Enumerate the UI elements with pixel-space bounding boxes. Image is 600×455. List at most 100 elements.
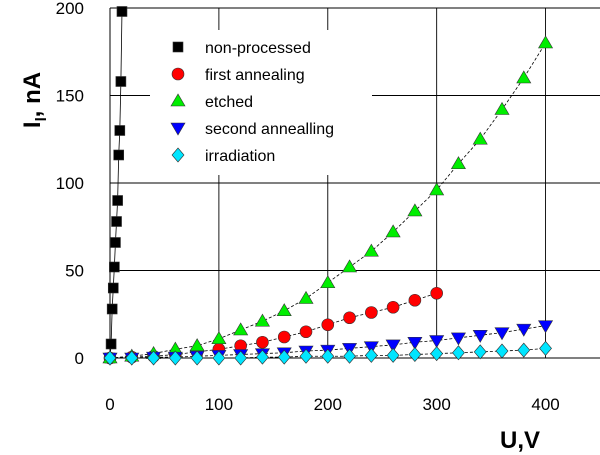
data-point-non-processed: [112, 195, 123, 206]
y-tick-label: 50: [65, 262, 84, 281]
data-point-irradiation: [103, 350, 117, 366]
legend-marker-non-processed: [172, 41, 184, 53]
data-point-irradiation: [343, 348, 356, 364]
data-point-second-annealling: [538, 320, 554, 334]
data-point-etched: [429, 182, 445, 196]
svg-text:Il, nA: Il, nA: [19, 72, 50, 128]
data-point-irradiation: [517, 342, 531, 358]
data-point-first-annealing: [321, 318, 335, 332]
data-point-second-annealling: [385, 339, 401, 353]
data-point-irradiation: [299, 348, 313, 364]
legend-label-non-processed: non-processed: [205, 40, 311, 57]
series-non-processed: [104, 6, 128, 364]
y-tick-label: 200: [56, 0, 84, 18]
data-point-etched: [233, 322, 249, 336]
legend-label-second-annealling: second annealling: [205, 121, 334, 138]
data-point-second-annealling: [429, 335, 445, 349]
y-axis-label-rest: , nA: [19, 72, 46, 117]
data-point-irradiation: [277, 349, 291, 365]
data-point-non-processed: [115, 76, 127, 87]
data-point-irradiation: [256, 349, 269, 365]
data-point-irradiation: [168, 350, 182, 366]
data-point-non-processed: [109, 261, 120, 273]
y-tick-label: 0: [75, 349, 84, 368]
x-tick-label: 100: [205, 395, 233, 414]
data-point-etched: [276, 303, 292, 317]
data-point-irradiation: [321, 348, 335, 364]
legend-background: [150, 30, 372, 175]
data-point-second-annealling: [450, 332, 466, 346]
data-point-etched: [450, 156, 466, 170]
y-axis-label-main: I: [19, 121, 46, 128]
series-irradiation: [103, 340, 552, 366]
data-point-first-annealing: [343, 311, 356, 325]
data-series: [102, 6, 554, 366]
legend: non-processed first annealing etched second…: [150, 30, 372, 175]
data-point-etched: [298, 290, 314, 304]
data-point-second-annealling: [363, 341, 379, 355]
data-point-etched: [211, 331, 227, 345]
data-point-irradiation: [473, 344, 487, 360]
x-tick-label: 0: [105, 395, 114, 414]
data-point-irradiation: [386, 347, 400, 363]
data-point-second-annealling: [516, 323, 532, 337]
data-point-second-annealling: [494, 327, 510, 341]
data-point-irradiation: [125, 350, 139, 366]
tick-labels: 0 100 200 300 400 0 50 100 150 200: [56, 0, 560, 414]
data-point-non-processed: [105, 338, 117, 350]
data-point-etched: [538, 35, 554, 49]
y-tick-label: 150: [56, 87, 84, 106]
data-point-etched: [363, 243, 379, 257]
legend-label-irradiation: irradiation: [205, 148, 275, 165]
data-point-etched: [320, 275, 336, 289]
y-axis-label: Il, nA: [19, 72, 50, 128]
data-point-irradiation: [234, 350, 248, 366]
data-point-non-processed: [110, 237, 121, 248]
data-point-etched: [385, 224, 401, 238]
data-point-irradiation: [430, 346, 444, 362]
data-point-non-processed: [106, 303, 118, 315]
data-point-irradiation: [364, 347, 378, 363]
data-point-etched: [494, 101, 510, 115]
data-point-non-processed: [114, 125, 126, 136]
x-tick-label: 200: [314, 395, 342, 414]
y-axis-label-subscript: l: [33, 117, 50, 121]
data-point-irradiation: [452, 345, 465, 361]
data-point-irradiation: [147, 350, 160, 366]
series-line-non-processed: [109, 11, 123, 359]
legend-marker-etched: [170, 93, 186, 107]
data-point-second-annealling: [407, 336, 423, 350]
data-point-second-annealling: [472, 329, 488, 343]
data-point-irradiation: [190, 350, 204, 366]
x-tick-label: 300: [422, 395, 450, 414]
legend-label-etched: etched: [205, 94, 253, 111]
legend-label-first-annealing: first annealing: [205, 67, 305, 84]
data-point-non-processed: [111, 216, 122, 227]
data-point-irradiation: [212, 350, 226, 366]
data-point-etched: [472, 131, 488, 145]
legend-marker-second-annealling: [170, 122, 186, 136]
y-tick-label: 100: [56, 174, 84, 193]
data-point-non-processed: [113, 149, 125, 161]
data-point-first-annealing: [277, 330, 291, 344]
x-tick-label: 400: [531, 395, 559, 414]
legend-marker-irradiation: [171, 147, 185, 163]
data-point-first-annealing: [365, 306, 378, 319]
data-point-irradiation: [495, 343, 509, 359]
data-point-etched: [516, 70, 532, 84]
data-point-irradiation: [408, 347, 422, 362]
data-point-non-processed: [107, 282, 119, 294]
data-point-etched: [254, 313, 270, 327]
data-point-first-annealing: [408, 293, 422, 307]
x-axis-label: U,V: [500, 427, 540, 454]
data-point-first-annealing: [430, 286, 443, 300]
series-line-first-annealing: [109, 292, 437, 359]
data-point-first-annealing: [256, 335, 269, 349]
data-point-etched: [407, 203, 423, 217]
data-point-non-processed: [116, 6, 128, 17]
data-point-etched: [342, 259, 358, 273]
data-point-first-annealing: [386, 300, 400, 314]
data-point-first-annealing: [299, 325, 313, 339]
legend-marker-first-annealing: [171, 67, 185, 81]
